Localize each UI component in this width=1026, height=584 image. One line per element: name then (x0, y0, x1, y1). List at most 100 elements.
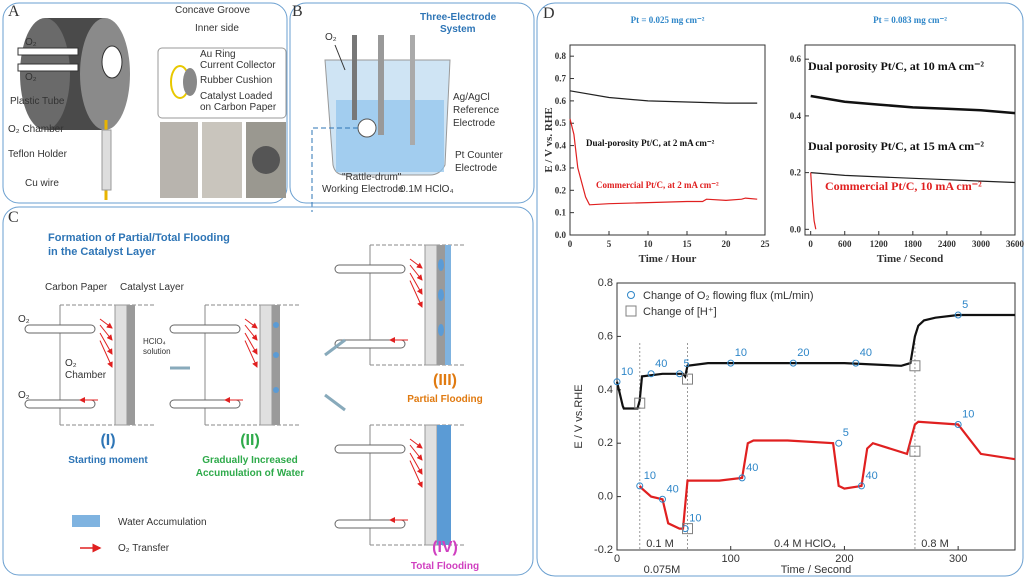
teflon-rod (102, 130, 111, 190)
x-tick-label: 2400 (938, 239, 957, 249)
label: O₂ (325, 32, 337, 43)
y-tick-label: 0.0 (598, 491, 613, 503)
photo-disc (252, 146, 280, 174)
label: O₂ (18, 314, 30, 325)
point-label: 5 (962, 299, 968, 311)
title: in the Catalyst Layer (48, 246, 156, 258)
plot-frame (617, 283, 1015, 550)
groove (102, 46, 122, 78)
point-label: 20 (797, 347, 809, 359)
carbon-paper (425, 245, 437, 365)
x-tick-label: 3600 (1006, 239, 1025, 249)
x-axis-label: Time / Hour (639, 253, 697, 265)
series-label: Dual porosity Pt/C, at 10 mA cm⁻² (808, 59, 984, 73)
tube (18, 64, 78, 71)
x-tick-label: 5 (607, 239, 612, 249)
y-tick-label: -0.2 (594, 544, 613, 556)
subtitle: Pt = 0.025 mg cm⁻² (631, 15, 705, 25)
label: O₂ (25, 37, 37, 48)
photo (160, 122, 198, 198)
stage-numeral: (I) (100, 432, 115, 449)
legend-label: O₂ Transfer (118, 543, 170, 554)
label: Working Electrode (322, 184, 404, 195)
series-label: Commercial Pt/C, at 2 mA cm⁻² (596, 180, 719, 190)
tube (25, 325, 95, 333)
tube (18, 48, 78, 55)
annotation: 0.1 M (646, 538, 674, 550)
stage-numeral: (II) (240, 432, 260, 449)
x-tick-label: 3000 (972, 239, 991, 249)
x-tick-label: 0 (568, 239, 573, 249)
label: Carbon Paper (45, 282, 108, 293)
y-tick-label: 0.6 (790, 54, 802, 64)
label: Electrode (453, 118, 496, 129)
x-tick-label: 0 (614, 553, 620, 565)
x-tick-label: 100 (722, 553, 740, 565)
water (438, 289, 444, 301)
stage-numeral: (IV) (432, 539, 458, 556)
legend-label: Change of O₂ flowing flux (mL/min) (643, 290, 814, 302)
y-tick-label: 0.4 (555, 141, 567, 151)
label: Three-Electrode (420, 12, 497, 23)
rubber (183, 68, 197, 96)
panel-label: B (292, 3, 303, 20)
point-label: 10 (689, 513, 701, 525)
x-tick-label: 15 (683, 239, 693, 249)
x-tick-label: 20 (722, 239, 732, 249)
x-tick-label: 0 (808, 239, 813, 249)
series-line (811, 96, 1015, 113)
tube (170, 325, 240, 333)
point-label: 10 (962, 409, 974, 421)
label: "Rattle-drum" (342, 172, 402, 183)
y-tick-label: 0.5 (555, 118, 567, 128)
y-tick-label: 0.2 (790, 168, 802, 178)
electrode (378, 35, 384, 135)
legend-label: Change of [H⁺] (643, 306, 717, 318)
water (273, 322, 279, 328)
panel-label: C (8, 209, 19, 226)
label: O₂ Chamber (8, 124, 64, 135)
label: Pt Counter (455, 150, 503, 161)
series-line (617, 315, 1015, 409)
tube (25, 400, 95, 408)
title: Formation of Partial/Total Flooding (48, 232, 230, 244)
flow-arrow (325, 395, 345, 410)
water (445, 245, 451, 365)
label: Catalyst Layer (120, 282, 185, 293)
stage-numeral: (III) (433, 372, 457, 389)
electrode (410, 35, 415, 145)
label: Cu wire (25, 178, 59, 189)
carbon-paper (115, 305, 127, 425)
point-label: 40 (860, 347, 872, 359)
legend-marker (626, 306, 636, 316)
y-tick-label: 0.3 (555, 163, 567, 173)
label: Inner side (195, 23, 239, 34)
series-label: Commercial Pt/C, 10 mA cm⁻² (825, 179, 982, 193)
water (273, 352, 279, 358)
label: Ag/AgCl (453, 92, 490, 103)
legend-label: Water Accumulation (118, 517, 207, 528)
series-label: Dual-porosity Pt/C, at 2 mA cm⁻² (586, 138, 715, 148)
y-tick-label: 0.0 (555, 230, 567, 240)
water (438, 324, 444, 336)
stage-caption: Starting moment (68, 455, 148, 466)
x-tick-label: 25 (761, 239, 771, 249)
y-axis-label: E / V vs.RHE (573, 384, 585, 448)
y-tick-label: 0.2 (555, 185, 567, 195)
annotation: 0.8 M (921, 538, 949, 550)
water (438, 259, 444, 271)
label: O₂ (25, 72, 37, 83)
series-line (570, 91, 757, 103)
panel-label: A (8, 3, 20, 20)
carbon-paper (425, 425, 437, 545)
legend-swatch (72, 515, 100, 527)
y-axis-label: E / V vs. RHE (543, 107, 555, 172)
water (273, 387, 279, 393)
point-label: 10 (621, 366, 633, 378)
label: solution (143, 347, 171, 356)
tube (335, 520, 405, 528)
label: Teflon Holder (8, 149, 68, 160)
y-tick-label: 0.7 (555, 74, 567, 84)
point-label: 10 (735, 347, 747, 359)
point-label: 40 (655, 358, 667, 370)
